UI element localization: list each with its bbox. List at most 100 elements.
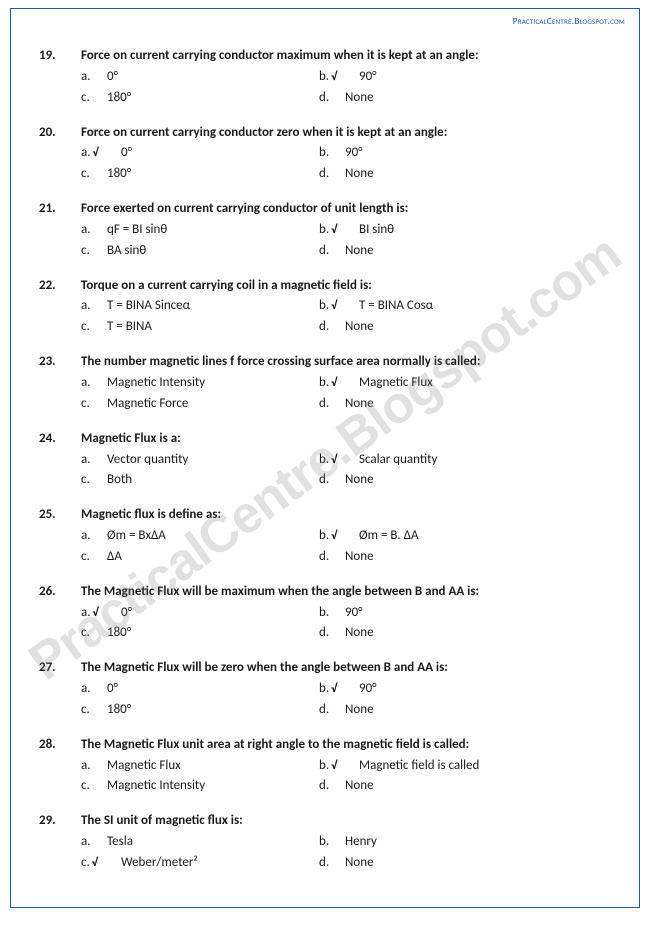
option-row: a.Magnetic Intensityb.√Magnetic Flux bbox=[39, 374, 611, 393]
option-value: Øm = BxΔA bbox=[107, 527, 319, 546]
check-icon: √ bbox=[92, 855, 98, 872]
question-text: Force on current carrying conductor zero… bbox=[81, 124, 611, 143]
option-value: 180° bbox=[107, 165, 319, 184]
option-c: c.√Weber/meter² bbox=[39, 854, 319, 873]
question-item: 21.Force exerted on current carrying con… bbox=[39, 200, 611, 261]
option-value: 180° bbox=[107, 89, 319, 108]
option-value: None bbox=[345, 242, 611, 261]
question-item: 20.Force on current carrying conductor z… bbox=[39, 124, 611, 185]
option-d: d.None bbox=[319, 777, 611, 796]
option-letter: c. bbox=[81, 777, 107, 796]
option-b: b.√T = BINA Cosα bbox=[319, 297, 611, 316]
option-letter: c. bbox=[81, 89, 107, 108]
option-row: c.ΔAd.None bbox=[39, 548, 611, 567]
option-letter: c. bbox=[81, 242, 107, 261]
option-row: c.√Weber/meter²d.None bbox=[39, 854, 611, 873]
question-text: Torque on a current carrying coil in a m… bbox=[81, 277, 611, 296]
question-item: 19.Force on current carrying conductor m… bbox=[39, 47, 611, 108]
option-letter: a.√ bbox=[81, 144, 121, 163]
option-letter: b. bbox=[319, 144, 345, 163]
option-c: c.Magnetic Intensity bbox=[39, 777, 319, 796]
option-value: 0° bbox=[121, 144, 319, 163]
option-value: Both bbox=[107, 471, 319, 490]
option-d: d.None bbox=[319, 395, 611, 414]
option-d: d.None bbox=[319, 318, 611, 337]
option-a: a.Tesla bbox=[39, 833, 319, 852]
question-text: The Magnetic Flux will be zero when the … bbox=[81, 659, 611, 678]
option-letter: a. bbox=[81, 297, 107, 316]
option-d: d.None bbox=[319, 854, 611, 873]
option-letter: b.√ bbox=[319, 527, 359, 546]
option-d: d.None bbox=[319, 624, 611, 643]
option-c: c.180° bbox=[39, 701, 319, 720]
option-c: c.180° bbox=[39, 89, 319, 108]
option-d: d.None bbox=[319, 89, 611, 108]
option-letter: c. bbox=[81, 471, 107, 490]
question-number: 24. bbox=[39, 430, 81, 449]
check-icon: √ bbox=[93, 145, 99, 162]
option-row: a.T = BINA Sinceαb.√T = BINA Cosα bbox=[39, 297, 611, 316]
option-letter: d. bbox=[319, 89, 345, 108]
question-item: 23.The number magnetic lines f force cro… bbox=[39, 353, 611, 414]
option-a: a.Magnetic Flux bbox=[39, 757, 319, 776]
option-value: T = BINA bbox=[107, 318, 319, 337]
option-b: b.√Magnetic field is called bbox=[319, 757, 611, 776]
option-value: Magnetic field is called bbox=[359, 757, 611, 776]
option-row: c.180°d.None bbox=[39, 701, 611, 720]
option-letter: c. bbox=[81, 165, 107, 184]
question-number: 29. bbox=[39, 812, 81, 831]
question-text: The SI unit of magnetic flux is: bbox=[81, 812, 611, 831]
question-text: The number magnetic lines f force crossi… bbox=[81, 353, 611, 372]
header-link[interactable]: PracticalCentre.Blogspot.com bbox=[513, 15, 625, 27]
option-row: c.BA sinθd.None bbox=[39, 242, 611, 261]
option-a: a.Vector quantity bbox=[39, 451, 319, 470]
option-row: a.√0°b.90° bbox=[39, 144, 611, 163]
question-text: Force exerted on current carrying conduc… bbox=[81, 200, 611, 219]
option-value: 180° bbox=[107, 624, 319, 643]
option-value: None bbox=[345, 777, 611, 796]
questions-list: 19.Force on current carrying conductor m… bbox=[39, 47, 611, 873]
option-letter: d. bbox=[319, 777, 345, 796]
option-letter: d. bbox=[319, 165, 345, 184]
option-a: a.0° bbox=[39, 68, 319, 87]
option-value: 0° bbox=[107, 680, 319, 699]
option-b: b.√Scalar quantity bbox=[319, 451, 611, 470]
option-b: b.90° bbox=[319, 604, 611, 623]
option-letter: d. bbox=[319, 395, 345, 414]
question-header: 29.The SI unit of magnetic flux is: bbox=[39, 812, 611, 831]
option-letter: b.√ bbox=[319, 757, 359, 776]
option-letter: b.√ bbox=[319, 297, 359, 316]
question-header: 19.Force on current carrying conductor m… bbox=[39, 47, 611, 66]
option-c: c.ΔA bbox=[39, 548, 319, 567]
page-container: PracticalCentre.Blogspot.com PracticalCe… bbox=[10, 8, 640, 908]
option-value: Vector quantity bbox=[107, 451, 319, 470]
option-value: None bbox=[345, 701, 611, 720]
question-header: 27.The Magnetic Flux will be zero when t… bbox=[39, 659, 611, 678]
question-header: 28.The Magnetic Flux unit area at right … bbox=[39, 736, 611, 755]
question-text: Magnetic Flux is a: bbox=[81, 430, 611, 449]
question-number: 22. bbox=[39, 277, 81, 296]
option-value: Scalar quantity bbox=[359, 451, 611, 470]
option-row: c.T = BINAd.None bbox=[39, 318, 611, 337]
question-number: 23. bbox=[39, 353, 81, 372]
option-row: c.Magnetic Intensityd.None bbox=[39, 777, 611, 796]
option-letter: a. bbox=[81, 527, 107, 546]
option-row: c.Bothd.None bbox=[39, 471, 611, 490]
option-value: None bbox=[345, 548, 611, 567]
option-row: c.180°d.None bbox=[39, 165, 611, 184]
option-letter: c. bbox=[81, 548, 107, 567]
option-letter: d. bbox=[319, 318, 345, 337]
option-letter: a. bbox=[81, 68, 107, 87]
question-header: 22.Torque on a current carrying coil in … bbox=[39, 277, 611, 296]
option-b: b.√90° bbox=[319, 680, 611, 699]
option-c: c.Both bbox=[39, 471, 319, 490]
option-row: a.Teslab.Henry bbox=[39, 833, 611, 852]
option-value: ΔA bbox=[107, 548, 319, 567]
option-value: BI sinθ bbox=[359, 221, 611, 240]
option-value: Magnetic Intensity bbox=[107, 777, 319, 796]
question-item: 25.Magnetic flux is define as:a.Øm = BxΔ… bbox=[39, 506, 611, 567]
option-letter: d. bbox=[319, 624, 345, 643]
option-value: Henry bbox=[345, 833, 611, 852]
question-item: 26.The Magnetic Flux will be maximum whe… bbox=[39, 583, 611, 644]
check-icon: √ bbox=[331, 69, 337, 86]
